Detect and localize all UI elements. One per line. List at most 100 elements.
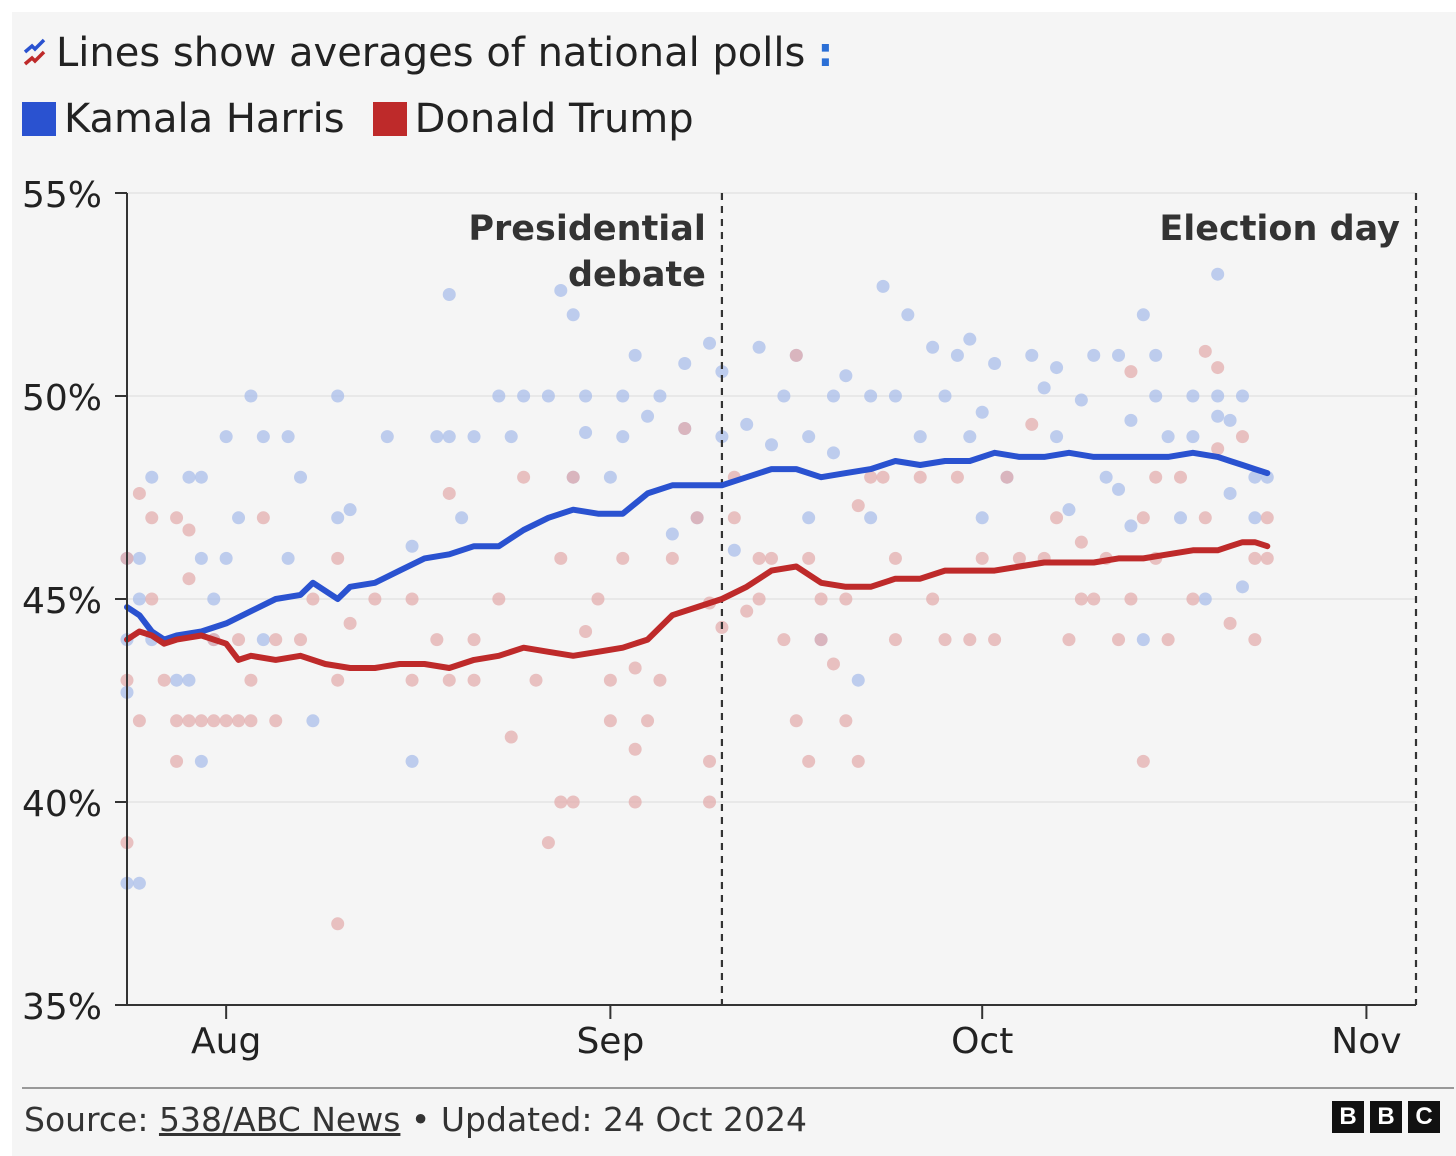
poll-dot — [132, 592, 146, 606]
poll-dot — [752, 551, 766, 565]
poll-dot — [1186, 389, 1200, 403]
poll-dot — [851, 499, 865, 513]
poll-dot — [715, 430, 729, 444]
poll-dot — [1062, 633, 1076, 647]
poll-dot — [331, 551, 345, 565]
poll-dot — [963, 332, 977, 346]
poll-dot — [603, 470, 617, 484]
poll-dot — [752, 592, 766, 606]
poll-dot — [826, 389, 840, 403]
poll-dot — [1223, 486, 1237, 500]
poll-dot — [219, 551, 233, 565]
source-label: Source: — [24, 1100, 149, 1139]
poll-dot — [182, 572, 196, 586]
footer-source: Source: 538/ABC News • Updated: 24 Oct 2… — [24, 1100, 807, 1139]
source-link[interactable]: 538/ABC News — [158, 1100, 401, 1139]
poll-dot — [814, 633, 828, 647]
legend-swatch-harris — [22, 102, 56, 136]
poll-dot — [244, 714, 258, 728]
poll-dot — [926, 592, 940, 606]
poll-dot — [628, 795, 642, 809]
poll-dot — [703, 795, 717, 809]
poll-dot — [1198, 511, 1212, 525]
y-tick-label: 40% — [22, 784, 102, 825]
y-tick-label: 50% — [22, 378, 102, 419]
poll-dot — [1211, 409, 1225, 423]
poll-dot — [727, 543, 741, 557]
poll-dot — [913, 430, 927, 444]
poll-dot — [665, 551, 679, 565]
poll-dot — [1000, 470, 1014, 484]
poll-dot — [826, 446, 840, 460]
poll-dot — [703, 336, 717, 350]
poll-dot — [703, 754, 717, 768]
poll-dot — [492, 389, 506, 403]
poll-dot — [157, 673, 171, 687]
annotation-label: Election day — [1159, 209, 1400, 249]
poll-dot — [331, 511, 345, 525]
poll-dot — [1050, 361, 1064, 375]
x-tick-label: Aug — [191, 1021, 261, 1062]
poll-dot — [504, 730, 518, 744]
legend-label-harris: Kamala Harris — [64, 96, 345, 142]
poll-dot — [789, 714, 803, 728]
poll-dot — [430, 430, 444, 444]
poll-dot — [517, 389, 531, 403]
poll-dot — [132, 486, 146, 500]
poll-dot — [1211, 361, 1225, 375]
series-line — [124, 449, 1271, 643]
poll-dot — [1174, 511, 1188, 525]
poll-dot — [1235, 430, 1249, 444]
x-tick-label: Sep — [576, 1021, 644, 1062]
poll-dot — [294, 633, 308, 647]
poll-dot — [442, 673, 456, 687]
poll-dot — [529, 673, 543, 687]
poll-dot — [306, 714, 320, 728]
poll-dot — [170, 714, 184, 728]
poll-dot — [256, 633, 270, 647]
poll-dot — [1223, 616, 1237, 630]
poll-dot — [405, 754, 419, 768]
poll-dot — [603, 673, 617, 687]
poll-dot — [405, 592, 419, 606]
poll-dot — [380, 430, 394, 444]
poll-dot — [1025, 348, 1039, 362]
poll-dot — [1025, 417, 1039, 431]
poll-dot — [132, 551, 146, 565]
poll-dot — [665, 527, 679, 541]
poll-dot — [1074, 393, 1088, 407]
poll-dot — [876, 470, 890, 484]
y-tick-label: 45% — [22, 581, 102, 622]
x-tick-label: Nov — [1331, 1021, 1401, 1062]
poll-dot — [641, 714, 655, 728]
poll-dot — [207, 592, 221, 606]
poll-dot — [1260, 551, 1274, 565]
poll-dot — [1248, 633, 1262, 647]
poll-dot — [331, 917, 345, 931]
poll-dot — [170, 511, 184, 525]
poll-dot — [219, 714, 233, 728]
poll-dot — [368, 592, 382, 606]
poll-dot — [839, 369, 853, 383]
poll-dot — [207, 714, 221, 728]
poll-dot — [331, 389, 345, 403]
poll-dot — [678, 357, 692, 371]
legend: Kamala Harris Donald Trump — [22, 96, 722, 142]
poll-dot — [715, 365, 729, 379]
poll-dot — [876, 279, 890, 293]
x-tick-label: Oct — [951, 1021, 1013, 1062]
poll-dot — [145, 511, 159, 525]
poll-dot — [826, 657, 840, 671]
poll-dot — [579, 389, 593, 403]
footer-separator: • — [410, 1100, 431, 1139]
poll-dot — [1124, 413, 1138, 427]
bbc-logo-letter-2: B — [1370, 1101, 1402, 1133]
poll-dot — [901, 308, 915, 322]
poll-dot — [306, 592, 320, 606]
poll-dot — [269, 633, 283, 647]
poll-dot — [1012, 551, 1026, 565]
poll-dot — [1136, 308, 1150, 322]
poll-dot — [1050, 511, 1064, 525]
legend-item-trump: Donald Trump — [372, 96, 694, 142]
chart-title-text: Lines show averages of national polls — [56, 30, 806, 76]
